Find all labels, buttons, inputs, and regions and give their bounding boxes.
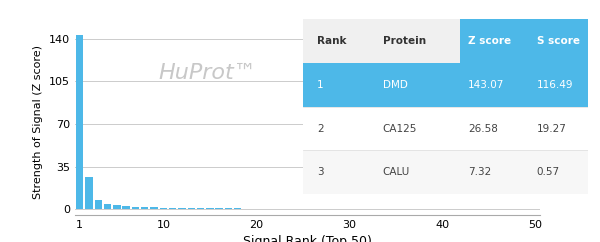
FancyBboxPatch shape xyxy=(303,150,588,194)
Text: Rank: Rank xyxy=(317,36,347,46)
Bar xyxy=(85,177,92,209)
Text: 7.32: 7.32 xyxy=(468,167,491,177)
Bar xyxy=(169,208,176,209)
Text: 2: 2 xyxy=(317,123,324,134)
Bar xyxy=(160,208,167,209)
Bar xyxy=(104,204,111,209)
Bar xyxy=(225,208,232,209)
Text: Protein: Protein xyxy=(383,36,426,46)
Text: 19.27: 19.27 xyxy=(537,123,566,134)
Bar xyxy=(206,208,214,209)
FancyBboxPatch shape xyxy=(303,107,588,150)
Bar xyxy=(215,208,223,209)
Text: 0.57: 0.57 xyxy=(537,167,560,177)
Text: HuProt™: HuProt™ xyxy=(158,63,257,83)
Bar xyxy=(132,207,139,209)
Text: DMD: DMD xyxy=(383,80,407,90)
Text: S score: S score xyxy=(537,36,580,46)
FancyBboxPatch shape xyxy=(303,19,588,63)
Bar xyxy=(178,208,185,209)
Text: 26.58: 26.58 xyxy=(468,123,498,134)
Text: CALU: CALU xyxy=(383,167,410,177)
Text: Z score: Z score xyxy=(468,36,511,46)
Bar xyxy=(113,205,121,209)
Bar xyxy=(141,207,148,209)
X-axis label: Signal Rank (Top 50): Signal Rank (Top 50) xyxy=(243,235,372,242)
Bar xyxy=(188,208,195,209)
Bar xyxy=(122,206,130,209)
Bar xyxy=(197,208,204,209)
Text: 116.49: 116.49 xyxy=(537,80,573,90)
Bar xyxy=(76,35,83,209)
Text: 143.07: 143.07 xyxy=(468,80,505,90)
Text: CA125: CA125 xyxy=(383,123,417,134)
FancyBboxPatch shape xyxy=(303,63,588,107)
Bar xyxy=(95,200,102,209)
FancyBboxPatch shape xyxy=(460,19,588,63)
Text: 1: 1 xyxy=(317,80,324,90)
Bar xyxy=(151,207,158,209)
Y-axis label: Strength of Signal (Z score): Strength of Signal (Z score) xyxy=(34,45,43,199)
Text: 3: 3 xyxy=(317,167,324,177)
